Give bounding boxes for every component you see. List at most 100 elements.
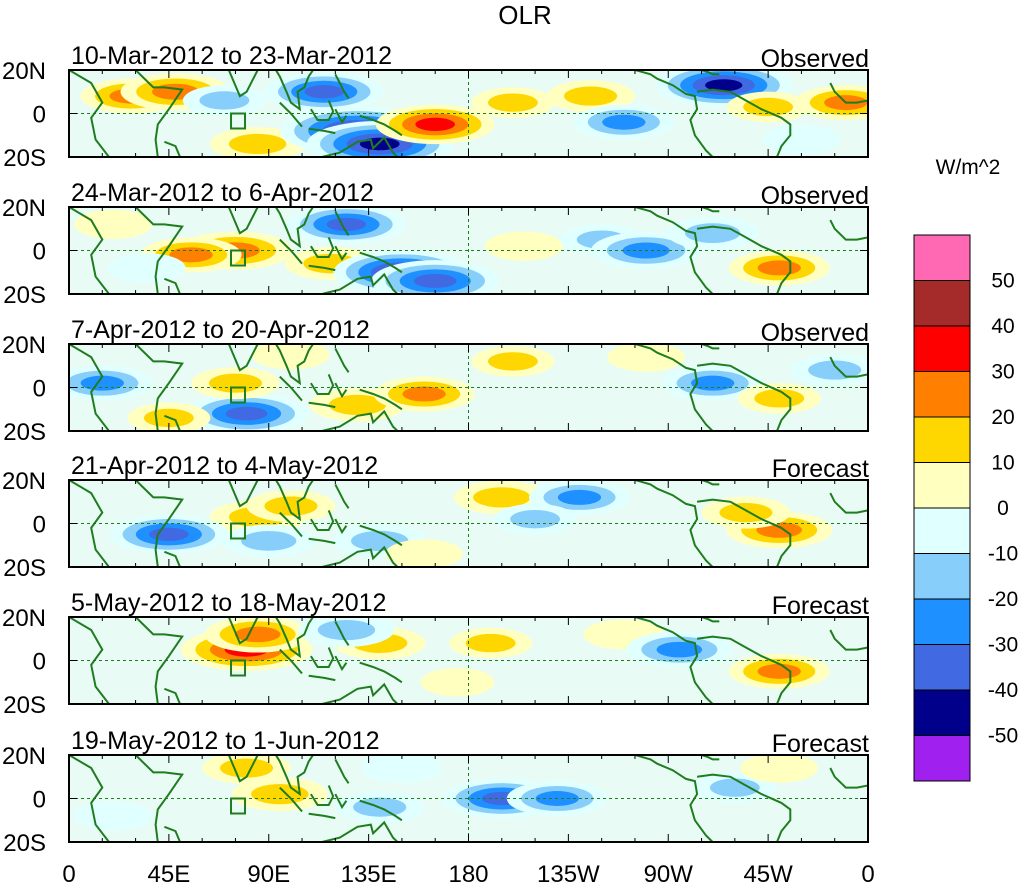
panel-period-label: 5-May-2012 to 18-May-2012 [71, 589, 386, 617]
anomaly-contour [757, 663, 801, 679]
y-tick-label: 20N [2, 58, 46, 85]
coastline [69, 480, 110, 567]
anomaly-contour [413, 274, 457, 288]
y-tick-label: 20S [3, 419, 46, 446]
coastline [164, 140, 181, 157]
coastline [681, 480, 720, 486]
coastline [310, 237, 335, 258]
y-tick-label: 20S [3, 692, 46, 719]
colorbar-swatch [913, 598, 971, 645]
anomaly-contour [487, 93, 538, 112]
x-tick-label: 45W [743, 861, 793, 887]
map-panel: 20N 0 20S 21-Apr-2012 to 4-May-2012 Forecast [2, 452, 869, 582]
y-tick-label: 0 [33, 239, 46, 266]
colorbar-tick-label: 50 [991, 270, 1014, 293]
coastline [321, 409, 399, 431]
panel-period-label: 19-May-2012 to 1-Jun-2012 [71, 727, 380, 755]
anomaly-contour [252, 344, 330, 370]
coastline [321, 682, 399, 704]
x-tick-label: 90E [247, 861, 290, 887]
y-tick-label: 20N [2, 332, 46, 359]
coastline [829, 767, 868, 789]
coastline [321, 135, 399, 157]
y-tick-label: 0 [33, 512, 46, 539]
anomaly-contour [317, 619, 376, 641]
coastline [69, 70, 110, 157]
coastline [681, 344, 720, 350]
colorbar-tick-label: -20 [988, 588, 1018, 611]
coastline [195, 617, 314, 659]
y-tick-label: 20N [2, 605, 46, 632]
coastline [681, 207, 720, 213]
anomaly-contour [656, 641, 703, 658]
colorbar-tick-label: 40 [991, 315, 1014, 338]
colorbar-swatch [913, 280, 971, 327]
coastline [134, 755, 184, 842]
coastline [310, 647, 335, 668]
coastline [308, 674, 336, 682]
coastline [334, 210, 350, 236]
y-tick-label: 0 [33, 787, 46, 814]
anomaly-contour [690, 375, 735, 391]
anomaly-contour [762, 124, 841, 155]
coastline [195, 480, 314, 522]
colorbar-tick-label: -30 [988, 634, 1018, 657]
panel-period-label: 21-Apr-2012 to 4-May-2012 [71, 452, 378, 480]
y-tick-label: 20N [2, 195, 46, 222]
anomaly-contour [415, 117, 456, 131]
y-tick-label: 20S [3, 555, 46, 582]
anomaly-contour [754, 389, 805, 408]
y-tick-label: 20S [3, 282, 46, 309]
coastlines [69, 755, 868, 842]
coastline [134, 344, 184, 431]
anomaly-contour [326, 217, 367, 231]
anomaly-contour [743, 97, 794, 117]
y-tick-label: 0 [33, 649, 46, 676]
coastline [134, 617, 184, 704]
colorbar-swatch [913, 689, 971, 736]
coastline [279, 648, 303, 675]
coastline [359, 661, 403, 684]
coastline [334, 347, 350, 373]
x-tick-label: 180 [448, 861, 488, 887]
coastline [634, 480, 714, 567]
panel-status-label: Observed [761, 182, 869, 210]
coastline [334, 108, 348, 125]
coastline [634, 755, 714, 842]
anomaly-contour [264, 496, 318, 516]
panel-status-label: Observed [761, 319, 869, 347]
coastline [279, 511, 303, 538]
panel-period-label: 24-Mar-2012 to 6-Apr-2012 [71, 179, 374, 207]
x-tick-label: 0 [62, 861, 75, 887]
coastline [134, 207, 184, 294]
coastline [681, 755, 720, 761]
coastline [334, 245, 348, 262]
anomaly-contour [74, 801, 153, 831]
anomaly-contour [304, 85, 345, 99]
anomaly-contour [564, 86, 618, 106]
x-tick-label: 0 [861, 861, 874, 887]
y-tick-label: 0 [33, 102, 46, 129]
panel-period-label: 7-Apr-2012 to 20-Apr-2012 [71, 316, 370, 344]
coastline [69, 617, 110, 704]
anomaly-contour [234, 626, 281, 643]
coastline [310, 100, 335, 121]
anomaly-contour [602, 114, 646, 130]
colorbar-swatch [913, 325, 971, 372]
anomaly-contour [402, 386, 446, 402]
coastline [334, 620, 350, 646]
coastline [310, 785, 335, 806]
coastline [829, 219, 868, 241]
coastline [69, 755, 110, 842]
anomaly-contour [80, 375, 124, 391]
coastline [164, 277, 181, 294]
coastline [308, 401, 336, 409]
coastline [334, 382, 348, 399]
coastline [359, 524, 403, 547]
coastline [829, 82, 868, 104]
coastline [310, 374, 335, 395]
anomaly-contour [241, 531, 297, 551]
coastline [359, 114, 403, 137]
coastline [321, 272, 399, 294]
colorbar-swatch [913, 553, 971, 600]
